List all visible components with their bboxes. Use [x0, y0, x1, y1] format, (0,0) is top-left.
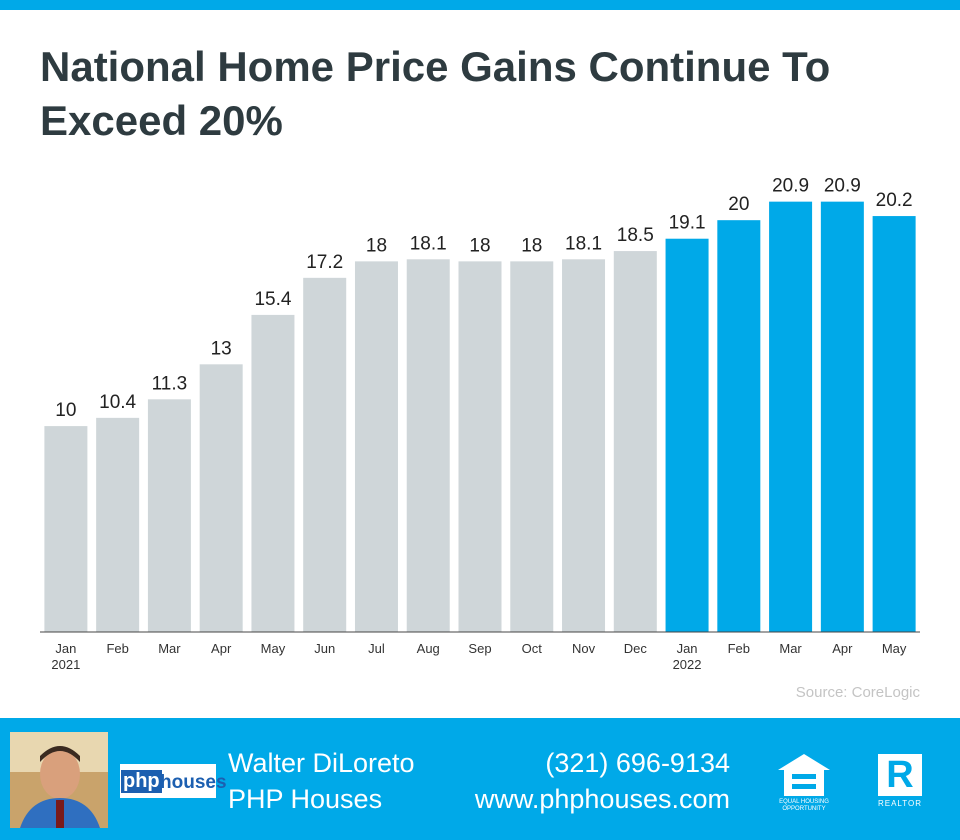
x-tick-label: May	[881, 641, 907, 656]
chart-title: National Home Price Gains Continue To Ex…	[40, 43, 831, 144]
value-label: 19.1	[669, 213, 706, 234]
x-tick-label: Sep	[468, 641, 492, 656]
x-tick-label: Mar	[158, 641, 181, 656]
logo-text: houses	[160, 772, 227, 793]
realtor-mark: R	[878, 754, 922, 796]
x-tick-label: Feb	[106, 641, 129, 656]
value-label: 13	[211, 338, 232, 359]
x-tick-label: May	[260, 641, 286, 656]
footer: php houses Walter DiLoreto PHP Houses (3…	[0, 718, 960, 840]
bar	[872, 216, 916, 632]
bar	[613, 251, 657, 632]
x-tick-label: Mar	[779, 641, 802, 656]
equal-housing-text: EQUAL HOUSING OPPORTUNITY	[779, 799, 829, 812]
agent-photo	[10, 732, 108, 828]
x-tick-label: Apr	[211, 641, 232, 656]
x-tick-label: Nov	[571, 641, 596, 656]
bar	[251, 314, 295, 632]
x-tick-label: Apr	[832, 641, 853, 656]
website: www.phphouses.com	[474, 784, 730, 814]
x-tick-label: Jun	[314, 641, 336, 656]
bar	[147, 399, 191, 632]
value-label: 20.2	[876, 190, 913, 211]
value-label: 18.1	[410, 233, 447, 254]
value-label: 17.2	[306, 252, 343, 273]
value-label: 10.4	[99, 392, 136, 413]
bar	[354, 261, 398, 632]
value-label: 18	[521, 235, 542, 256]
bar	[303, 277, 347, 632]
source: Source: CoreLogic	[795, 684, 920, 701]
bar	[769, 201, 813, 632]
value-label: 18.5	[617, 225, 654, 246]
x-tick-label: Feb	[727, 641, 751, 656]
chart: 10 10.4 11.3 13 15.4 17.2 18 18.1 18 18 18.1 18.5 19…	[40, 176, 920, 633]
bar	[406, 259, 450, 632]
x-tick-label: Jan 2021	[51, 641, 81, 672]
value-label: 11.3	[152, 373, 188, 394]
company: PHP Houses	[228, 784, 383, 814]
x-tick-label: Jan 2022	[672, 641, 702, 672]
logo-text: php	[121, 770, 162, 793]
value-label: 18.1	[565, 233, 602, 254]
bar	[562, 259, 606, 632]
x-tick-label: Aug	[416, 641, 440, 656]
bar	[96, 417, 140, 632]
top-strip	[0, 0, 960, 10]
bar	[717, 220, 761, 632]
bar	[665, 238, 709, 633]
value-label: 20	[728, 194, 749, 215]
x-tick-label: Oct	[521, 641, 542, 656]
bar	[458, 261, 502, 632]
bar	[199, 364, 243, 632]
value-label: 20.9	[772, 176, 809, 197]
value-label: 20.9	[824, 176, 861, 197]
realtor-text: REALTOR	[877, 799, 923, 808]
x-tick-label: Dec	[623, 641, 647, 656]
value-label: 18	[469, 235, 490, 256]
bar	[44, 426, 88, 632]
bar	[510, 261, 554, 632]
phone: (321) 696-9134	[545, 748, 730, 778]
value-label: 10	[55, 400, 76, 421]
value-label: 15.4	[254, 289, 291, 310]
value-label: 18	[366, 235, 387, 256]
agent-name: Walter DiLoreto	[228, 748, 415, 778]
bar	[820, 201, 864, 632]
equal-housing-icon	[778, 754, 830, 796]
x-tick-label: Jul	[368, 641, 385, 656]
